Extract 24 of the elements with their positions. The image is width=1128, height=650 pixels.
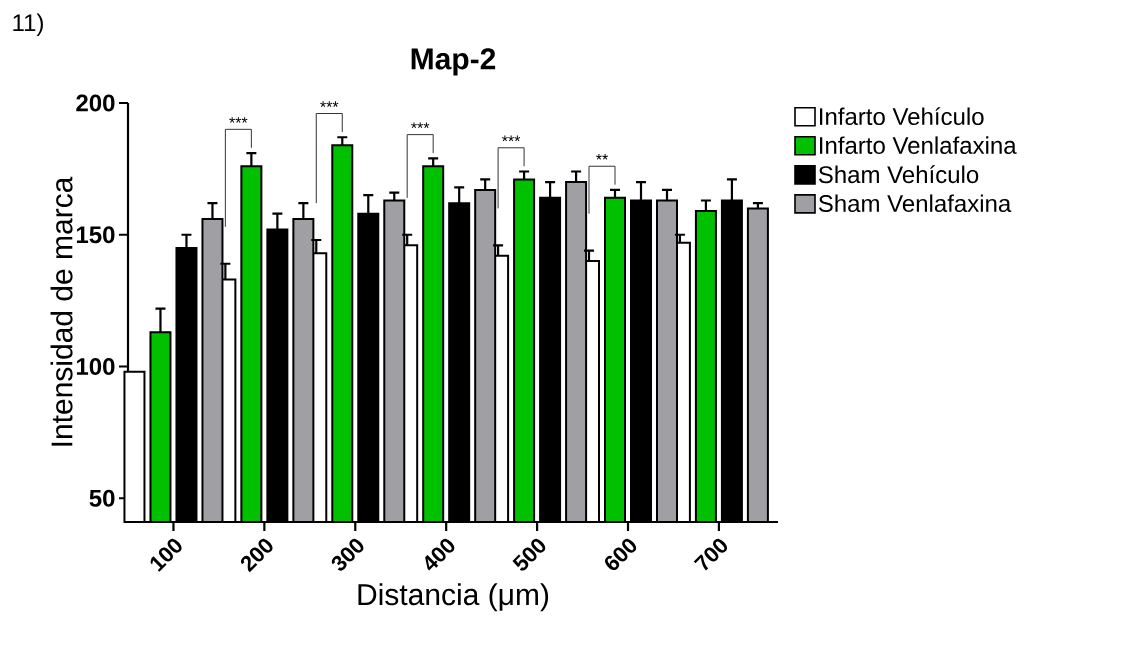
y-tick-label: 200 <box>76 94 115 112</box>
legend-label: Sham Venlafaxina <box>818 194 1012 213</box>
x-tick-label: 600 <box>605 538 637 571</box>
legend-label: Sham Vehículo <box>818 165 979 184</box>
x-tick-label: 700 <box>693 538 728 571</box>
annotation: *** <box>411 122 430 129</box>
y-axis-title: Intensidad de marca <box>50 176 73 446</box>
chart-title: Map-2 <box>411 48 496 76</box>
y-tick-label: 100 <box>76 358 115 376</box>
x-tick-label: 200 <box>240 538 273 573</box>
x-axis-title: Distancia (μm) <box>358 583 549 612</box>
x-tick-label: 300 <box>331 538 364 571</box>
x-tick-label: 500 <box>512 538 546 571</box>
legend-label: Infarto Venlafaxina <box>820 136 1017 154</box>
annotation: *** <box>229 117 248 123</box>
legend-label: Infarto Vehículo <box>820 107 984 126</box>
annotation: *** <box>502 135 521 142</box>
y-tick-label: 50 <box>89 489 115 507</box>
x-tick-label: 400 <box>425 538 455 571</box>
x-tick-label: 100 <box>150 538 182 572</box>
y-tick-label: 150 <box>76 226 115 244</box>
text: 11) <box>13 13 43 36</box>
annotation: *** <box>320 101 339 107</box>
annotation: ** <box>596 154 608 160</box>
